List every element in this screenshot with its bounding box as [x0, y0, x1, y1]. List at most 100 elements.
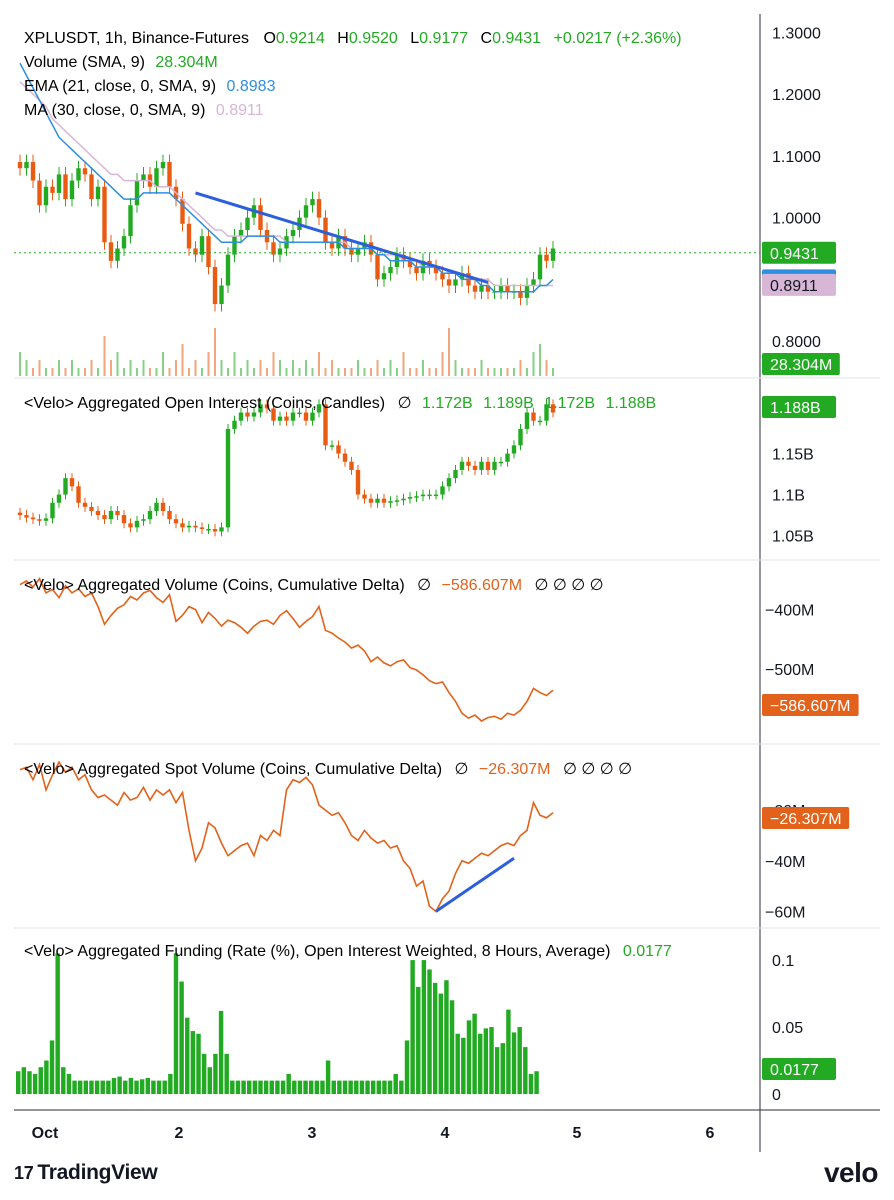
oi-candle-body: [115, 510, 120, 516]
volume-bar: [38, 360, 41, 376]
vol-last-label: −586.607M: [770, 698, 851, 715]
volume-bar: [480, 360, 483, 376]
volume-label: Volume (SMA, 9): [24, 54, 145, 71]
volume-bars: [19, 328, 554, 376]
volume-bar: [97, 368, 99, 376]
funding-bar: [370, 1080, 376, 1094]
funding-bar: [325, 1060, 331, 1094]
funding-bar: [94, 1080, 100, 1094]
volume-bar: [389, 360, 392, 376]
volume-bar: [493, 368, 496, 376]
price-tick: 1.3000: [772, 25, 821, 42]
oi-candle-body: [251, 412, 257, 417]
funding-bar: [303, 1080, 308, 1094]
oi-candle-body: [56, 494, 62, 503]
oi-candle-body: [518, 428, 523, 446]
funding-bar: [61, 1067, 66, 1094]
funding-bar: [213, 1053, 218, 1094]
symbol-label: XPLUSDT, 1h, Binance-Futures: [24, 30, 249, 47]
oi-candle-body: [479, 461, 484, 470]
candle-body: [212, 267, 218, 305]
candle-body: [388, 267, 393, 274]
funding-bar: [461, 1037, 466, 1094]
candle-body: [440, 273, 445, 280]
volume-bar: [305, 360, 307, 376]
oi-candle-body: [121, 515, 127, 524]
funding-bar: [432, 982, 438, 1094]
funding-bar: [106, 1080, 111, 1094]
candle-body: [56, 174, 62, 193]
candle-body: [446, 279, 452, 286]
volume-bar: [526, 368, 528, 376]
funding-bar: [252, 1080, 258, 1094]
oi-candle-body: [550, 404, 556, 413]
price-tick: 1.1000: [772, 149, 821, 166]
spot-trendline[interactable]: [435, 856, 515, 913]
volume-bar: [19, 352, 21, 376]
funding-bar: [483, 1028, 489, 1094]
oi-candle-body: [446, 478, 452, 487]
volume-bar: [207, 352, 210, 376]
volume-bar: [513, 368, 515, 376]
oi-candle-body: [277, 416, 283, 421]
funding-bar: [382, 1080, 387, 1094]
x-tick: 2: [175, 1125, 184, 1142]
volume-bar: [318, 352, 320, 376]
funding-bar: [280, 1080, 286, 1094]
candle-body: [498, 285, 504, 292]
volume-bar: [155, 368, 158, 376]
x-axis-ticks: Oct 2 3 4 5 6: [32, 1125, 715, 1142]
volume-bar: [181, 344, 184, 376]
funding-bar: [27, 1071, 32, 1094]
funding-bar: [528, 1073, 534, 1094]
oi-candle-body: [37, 519, 42, 521]
volume-bar: [279, 360, 281, 376]
funding-bar: [376, 1080, 382, 1094]
vol-value: −586.607M: [442, 577, 523, 594]
funding-bar: [247, 1080, 252, 1094]
funding-bar: [100, 1080, 105, 1094]
funding-bar: [416, 986, 421, 1094]
candle-body: [219, 285, 224, 305]
vol-tick: −500M: [765, 662, 814, 679]
vol-last-label-bg: [762, 694, 859, 716]
oi-candle-body: [505, 453, 510, 462]
volume-bar: [194, 360, 197, 376]
chart-canvas[interactable]: XPLUSDT, 1h, Binance-Futures O0.9214 H0.…: [0, 0, 894, 1155]
oi-candle-body: [472, 465, 478, 470]
volume-bar: [324, 368, 327, 376]
candle-body: [407, 260, 413, 268]
spot-eye-icon: ∅: [454, 761, 468, 778]
candle-body: [128, 205, 133, 237]
oi-candle-body: [17, 512, 23, 516]
oi-legend-text: <Velo> Aggregated Open Interest (Coins, …: [24, 395, 656, 412]
x-tick: 4: [441, 1125, 450, 1142]
oi-candle-body: [186, 525, 192, 528]
candle-body: [69, 180, 75, 200]
funding-bar: [201, 1053, 207, 1094]
oi-candle-body: [141, 519, 146, 521]
velo-logo[interactable]: velo: [823, 1157, 879, 1188]
oi-candle-body: [212, 529, 218, 532]
ema-label: EMA (21, close, 0, SMA, 9): [24, 78, 216, 95]
volume-bar: [428, 368, 431, 376]
price-trendline[interactable]: [195, 191, 489, 284]
funding-bar: [185, 1017, 190, 1094]
spot-cvd-legend: <Velo> Aggregated Spot Volume (Coins, Cu…: [24, 761, 632, 778]
vol-empty-icons: ∅ ∅ ∅ ∅: [534, 577, 603, 594]
candle-body: [63, 174, 68, 200]
volume-bar: [435, 368, 437, 376]
funding-bar: [337, 1080, 342, 1094]
funding-bar: [207, 1067, 213, 1094]
oi-candle-body: [102, 515, 107, 520]
candle-body: [290, 229, 296, 237]
x-tick: 6: [706, 1125, 715, 1142]
funding-bar: [235, 1080, 241, 1094]
oi-candle-body: [290, 412, 296, 421]
tradingview-logo[interactable]: 17 TradingView: [14, 1161, 158, 1185]
candle-body: [453, 279, 458, 286]
funding-bar: [196, 1033, 201, 1094]
candle-body: [167, 162, 172, 187]
candle-body: [89, 174, 94, 200]
